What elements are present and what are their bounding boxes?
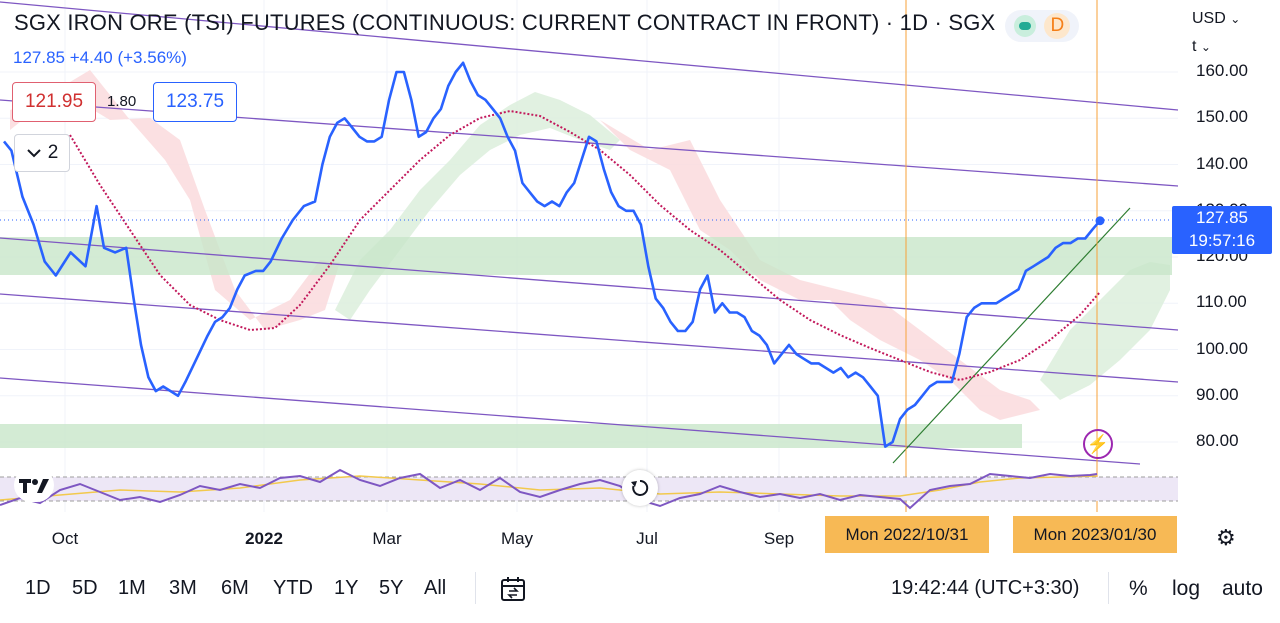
moving-average-line xyxy=(69,109,1101,382)
lightning-icon[interactable]: ⚡ xyxy=(1083,429,1113,459)
rsi-line xyxy=(0,468,1098,510)
price-axis-tick-label: 160.00 xyxy=(1196,61,1248,80)
price-axis-tick-label: 110.00 xyxy=(1196,292,1247,312)
timezone-clock[interactable]: 19:42:44 (UTC+3:30) xyxy=(891,577,1080,599)
spread-value: 1.80 xyxy=(107,93,137,110)
time-axis-tick-label: Oct xyxy=(51,529,79,548)
tradingview-logo[interactable] xyxy=(14,468,54,502)
time-axis-tick-label: May xyxy=(500,529,534,548)
ichimoku-cloud-bullish xyxy=(335,92,620,320)
auto-scale-toggle[interactable]: auto xyxy=(1222,577,1263,600)
tradingview-logo-icon xyxy=(19,479,49,493)
bar-countdown: 19:57:16 xyxy=(1188,231,1256,250)
ichimoku-cloud-bearish xyxy=(10,70,340,330)
chevron-down-icon: ⌄ xyxy=(1230,12,1241,26)
time-axis-tick-label: Mar xyxy=(372,529,402,548)
delayed-data-badge: D xyxy=(1044,13,1071,39)
timeframe-6m[interactable]: 6M xyxy=(221,577,249,599)
timeframe-1m[interactable]: 1M xyxy=(118,577,146,599)
price-axis-tick-label: 140.00 xyxy=(1196,153,1248,173)
ascending-trendline xyxy=(892,207,1131,464)
buy-button[interactable]: 123.75 xyxy=(153,82,237,122)
price-axis-tick-label: 90.00 xyxy=(1196,384,1239,404)
time-axis-tick-label: Jul xyxy=(636,529,658,548)
price-label-value: 127.85 xyxy=(1196,208,1248,227)
chart-title: SGX IRON ORE (TSI) FUTURES (CONTINUOUS: … xyxy=(14,10,996,35)
sell-button[interactable]: 121.95 xyxy=(12,82,96,122)
last-price-point xyxy=(1095,216,1105,226)
ichimoku-cloud-bullish-2 xyxy=(1040,262,1170,400)
reset-chart-button[interactable] xyxy=(622,470,658,506)
chevron-down-icon: ⌄ xyxy=(1200,40,1211,54)
time-axis-tick-label: Sep xyxy=(763,529,795,548)
date-badge-2: Mon 2023/01/30 xyxy=(1013,516,1177,553)
last-price: 127.85 xyxy=(13,48,65,67)
timeframe-ytd[interactable]: YTD xyxy=(273,577,313,599)
log-scale-toggle[interactable]: log xyxy=(1172,577,1201,600)
chevron-down-icon xyxy=(26,149,41,158)
resistance-zone xyxy=(0,237,1172,275)
time-axis-tick-label: 2022 xyxy=(245,529,283,548)
market-status-pill[interactable]: D xyxy=(1005,10,1079,42)
price-axis-tick-label: 100.00 xyxy=(1196,338,1248,358)
timeframe-all[interactable]: All xyxy=(424,577,447,599)
percent-scale-toggle[interactable]: % xyxy=(1129,577,1148,600)
date-badge-1: Mon 2022/10/31 xyxy=(825,516,989,553)
timeframe-3m[interactable]: 3M xyxy=(169,577,197,599)
ichimoku-cloud-bearish-2 xyxy=(600,120,1040,420)
indicator-count: 2 xyxy=(47,142,59,163)
timeframe-1d[interactable]: 1D xyxy=(25,577,51,599)
price-axis-tick-label: 80.00 xyxy=(1196,431,1239,450)
price-series-line xyxy=(2,61,1101,448)
support-zone xyxy=(0,424,1022,448)
toolbar-divider xyxy=(1108,572,1109,604)
settings-gear-icon[interactable]: ⚙ xyxy=(1216,525,1236,550)
currency-selector[interactable]: USD ⌄ xyxy=(1192,10,1241,27)
timeframe-5d[interactable]: 5D xyxy=(72,577,98,599)
timeframe-1y[interactable]: 1Y xyxy=(334,577,359,599)
price-summary: 127.85 +4.40 (+3.56%) xyxy=(13,48,187,68)
unit-selector[interactable]: t ⌄ xyxy=(1192,38,1211,55)
price-axis-tick-label: 150.00 xyxy=(1196,107,1248,127)
price-change: +4.40 (+3.56%) xyxy=(69,48,187,67)
market-open-icon xyxy=(1013,15,1036,37)
timeframe-5y[interactable]: 5Y xyxy=(379,577,404,599)
date-range-icon[interactable] xyxy=(500,576,526,607)
reset-icon xyxy=(631,479,649,496)
last-price-label: 127.85 19:57:16 xyxy=(1172,206,1272,254)
collapse-indicators-button[interactable]: 2 xyxy=(14,134,70,172)
toolbar-divider xyxy=(475,572,476,604)
